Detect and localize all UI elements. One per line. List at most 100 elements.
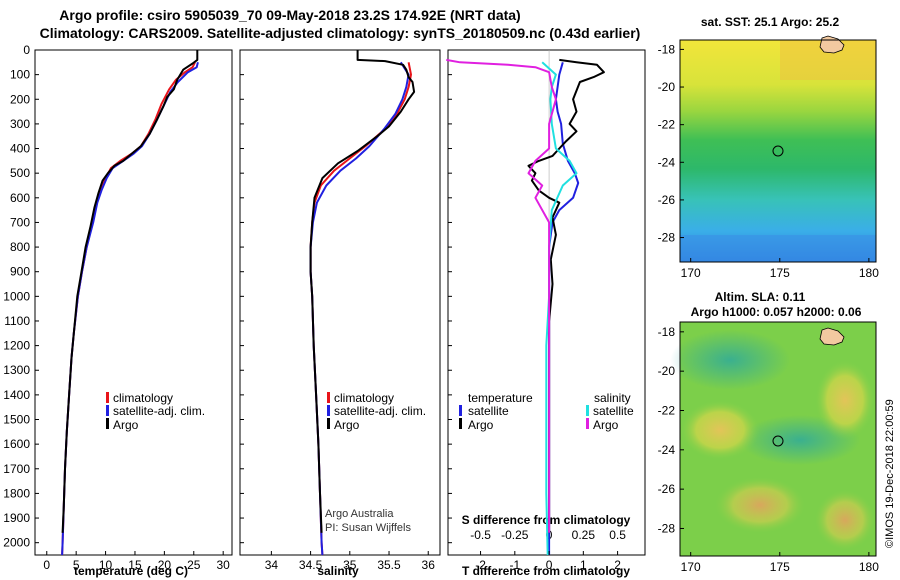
island-land — [819, 327, 845, 346]
depth-tick-label: 1400 — [3, 388, 30, 402]
map-x-tick-label: 180 — [859, 560, 879, 574]
legend-header-salinity: salinity — [594, 391, 631, 405]
difference-legend: temperature satellite Argo salinity sate… — [459, 391, 634, 432]
x-tick-label: 15 — [128, 558, 142, 572]
legend-swatch-argo — [106, 418, 109, 429]
x-tick-label: 20 — [158, 558, 172, 572]
legend-label-s-satellite: satellite — [593, 404, 634, 418]
legend-swatch-s-satellite — [586, 405, 589, 416]
series-line-climatology — [61, 61, 196, 556]
x-tick-label: 5 — [73, 558, 80, 572]
island-land — [819, 35, 845, 54]
map-x-tick-label: 180 — [859, 266, 879, 280]
x-tick-label: -1 — [509, 558, 520, 572]
x-tick-label: 36 — [422, 558, 436, 572]
map-y-tick-label: -22 — [658, 403, 676, 417]
map-y-tick-label: -26 — [658, 193, 676, 207]
legend-label-climatology: climatology — [334, 391, 394, 405]
salinity-frame — [239, 49, 441, 556]
sst-cool-band — [680, 235, 876, 262]
credit-pi: PI: Susan Wijffels — [325, 522, 411, 534]
depth-tick-label: 1900 — [3, 511, 30, 525]
depth-tick-label: 0 — [23, 43, 30, 57]
map-y-tick-label: -20 — [658, 80, 676, 94]
map-x-tick-label: 175 — [770, 266, 790, 280]
sla-high-patch — [815, 490, 875, 550]
salinity-axis-label: salinity — [317, 564, 359, 578]
imos-timestamp: ©IMOS 19-Dec-2018 22:00:59 — [884, 399, 896, 548]
legend-label-satellite: satellite-adj. clim. — [334, 404, 426, 418]
salinity-panel — [239, 49, 441, 556]
difference-frame — [447, 49, 646, 556]
depth-tick-label: 1300 — [3, 363, 30, 377]
x-tick-label: 34 — [265, 558, 279, 572]
sla-map — [670, 321, 877, 557]
x-tick-label: 35.5 — [377, 558, 401, 572]
legend-swatch-climatology — [327, 392, 330, 403]
map-y-tick-label: -28 — [658, 231, 676, 245]
depth-tick-label: 400 — [10, 142, 30, 156]
map-y-tick-label: -28 — [658, 521, 676, 535]
x-tick-label: 25 — [187, 558, 201, 572]
depth-tick-label: 1600 — [3, 437, 30, 451]
map-y-tick-label: -24 — [658, 155, 676, 169]
sla-map-ticks: 170 175 180 -18 -20 -22 -24 -26 -28 — [658, 325, 880, 574]
figure-title-line2: Climatology: CARS2009. Satellite-adjuste… — [40, 25, 641, 41]
legend-label-satellite: satellite-adj. clim. — [113, 404, 205, 418]
sla-low-patch — [670, 330, 790, 390]
credit-institution: Argo Australia — [325, 508, 394, 520]
map-y-tick-label: -22 — [658, 118, 676, 132]
series-line-satellite-adj-clim- — [61, 62, 199, 556]
legend-swatch-t-argo — [459, 418, 462, 429]
sst-map-frame — [679, 39, 877, 263]
series-line-t-argo — [527, 58, 605, 533]
x-tick-label: 30 — [216, 558, 230, 572]
series-line-argo — [309, 50, 416, 533]
sst-map-title: sat. SST: 25.1 Argo: 25.2 — [701, 15, 840, 29]
temperature-series-group: 0 5 10 15 20 25 30 — [43, 50, 230, 572]
depth-tick-label: 600 — [10, 191, 30, 205]
legend-label-s-argo: Argo — [593, 418, 619, 432]
sla-map-title2: Argo h1000: 0.057 h2000: 0.06 — [691, 305, 862, 319]
depth-tick-label: 1800 — [3, 486, 30, 500]
sla-high-patch — [815, 360, 875, 440]
salinity-series-group: 34 34.5 35 35.5 36 — [265, 50, 436, 572]
depth-tick-label: 1500 — [3, 413, 30, 427]
legend-swatch-satellite — [327, 405, 330, 416]
legend-label-argo: Argo — [334, 418, 360, 432]
map-x-tick-label: 175 — [770, 560, 790, 574]
series-line-satellite-adj-clim- — [309, 61, 410, 556]
s-tick-label: -0.25 — [501, 528, 529, 542]
x-tick-label: 0 — [546, 558, 553, 572]
depth-axis: 0 100 200 300 400 500 600 700 800 900 1000 1100 1200… — [3, 43, 452, 550]
argo-float-marker — [772, 435, 784, 447]
temperature-panel — [34, 49, 233, 556]
legend-label-climatology: climatology — [113, 391, 173, 405]
s-tick-label: -0.5 — [470, 528, 491, 542]
sla-high-patch — [680, 400, 760, 460]
legend-header-temperature: temperature — [468, 391, 533, 405]
x-tick-label: 0 — [43, 558, 50, 572]
depth-tick-label: 900 — [10, 265, 30, 279]
temperature-axis-label: temperature (deg C) — [74, 564, 188, 578]
x-tick-label: 35 — [343, 558, 357, 572]
x-tick-label: 1 — [580, 558, 587, 572]
depth-tick-label: 700 — [10, 215, 30, 229]
salinity-legend: climatology satellite-adj. clim. Argo — [327, 391, 426, 432]
depth-tick-label: 800 — [10, 240, 30, 254]
t-difference-axis-label: T difference from climatology — [462, 564, 630, 578]
s-tick-label: 0.5 — [609, 528, 626, 542]
legend-label-t-argo: Argo — [468, 418, 494, 432]
map-y-tick-label: -18 — [658, 42, 676, 56]
map-y-tick-label: -20 — [658, 364, 676, 378]
legend-label-argo: Argo — [113, 418, 139, 432]
depth-tick-label: 2000 — [3, 536, 30, 550]
series-line-s-satellite — [541, 61, 578, 556]
legend-swatch-t-satellite — [459, 405, 462, 416]
difference-panel — [447, 49, 646, 556]
depth-tick-label: 1100 — [4, 314, 30, 328]
legend-swatch-climatology — [106, 392, 109, 403]
argo-float-marker — [772, 145, 784, 157]
map-y-tick-label: -18 — [658, 325, 676, 339]
